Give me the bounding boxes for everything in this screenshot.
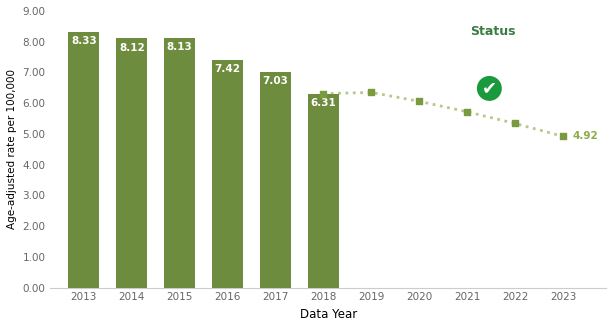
Y-axis label: Age-adjusted rate per 100,000: Age-adjusted rate per 100,000 <box>7 69 17 229</box>
Text: 7.03: 7.03 <box>262 76 289 86</box>
Text: ✔: ✔ <box>482 79 497 97</box>
Text: 8.33: 8.33 <box>71 36 97 46</box>
Text: 8.13: 8.13 <box>167 42 192 52</box>
Point <box>462 109 472 114</box>
Point <box>510 121 520 126</box>
Bar <box>68 31 99 288</box>
Bar <box>164 38 196 288</box>
Text: Status: Status <box>470 25 516 38</box>
Text: 7.42: 7.42 <box>215 64 241 74</box>
Bar <box>260 72 291 288</box>
Text: 6.31: 6.31 <box>311 98 337 108</box>
Point <box>367 90 376 95</box>
Bar <box>116 38 147 288</box>
Bar <box>212 59 243 288</box>
Text: 8.12: 8.12 <box>119 43 145 52</box>
Point <box>319 91 329 96</box>
Point <box>558 134 568 139</box>
Text: 4.92: 4.92 <box>573 132 598 141</box>
X-axis label: Data Year: Data Year <box>300 308 357 321</box>
Bar <box>308 94 339 288</box>
Point <box>414 99 424 104</box>
